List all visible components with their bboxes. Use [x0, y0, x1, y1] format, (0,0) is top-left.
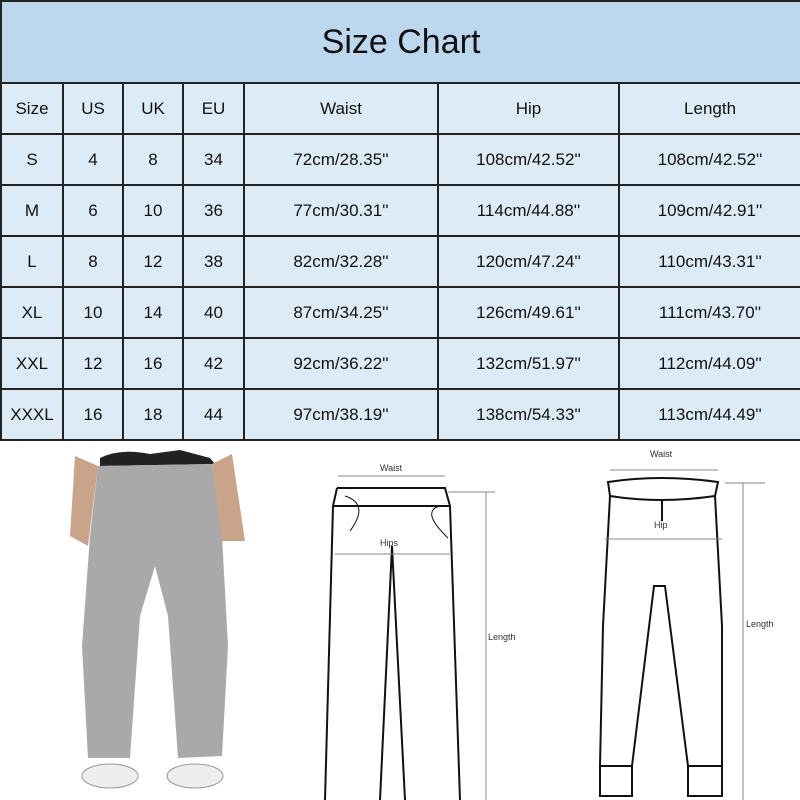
waist-label-1: Waist — [380, 463, 403, 473]
table-cell: 4 — [62, 133, 124, 186]
table-cell: 14 — [122, 286, 184, 339]
table-cell: 110cm/43.31'' — [617, 235, 800, 288]
table-cell: 109cm/42.91'' — [617, 184, 800, 237]
length-label-1: Length — [488, 632, 516, 642]
column-header-eu: EU — [182, 82, 245, 135]
table-cell: 18 — [122, 388, 184, 441]
length-label-2: Length — [746, 619, 774, 629]
table-cell: 108cm/42.52'' — [617, 133, 800, 186]
table-row: L 8 12 38 82cm/32.28'' 120cm/47.24'' 110cm/43.… — [0, 235, 800, 288]
table-row: XXL 12 16 42 92cm/36.22'' 132cm/51.97'' 112cm/… — [0, 337, 800, 390]
table-row: XXXL 16 18 44 97cm/38.19'' 138cm/54.33'' 113cm… — [0, 388, 800, 441]
table-cell: 16 — [62, 388, 124, 441]
table-cell: 113cm/44.49'' — [617, 388, 800, 441]
table-cell: 92cm/36.22'' — [243, 337, 439, 390]
table-cell: XXL — [0, 337, 64, 390]
joggers-diagram — [598, 469, 765, 800]
table-cell: 8 — [122, 133, 184, 186]
header-row: Size US UK EU Waist Hip Length — [0, 82, 800, 135]
column-header-uk: UK — [122, 82, 184, 135]
waist-label-2: Waist — [650, 449, 673, 459]
table-cell: 8 — [62, 235, 124, 288]
column-header-us: US — [62, 82, 124, 135]
chart-title: Size Chart — [0, 0, 800, 84]
jeans-diagram — [324, 475, 495, 800]
table-cell: 82cm/32.28'' — [243, 235, 439, 288]
model-photo — [60, 446, 245, 800]
table-cell: 108cm/42.52'' — [437, 133, 620, 186]
column-header-hip: Hip — [437, 82, 620, 135]
table-cell: 77cm/30.31'' — [243, 184, 439, 237]
table-cell: 87cm/34.25'' — [243, 286, 439, 339]
table-cell: XXXL — [0, 388, 64, 441]
table-row: S 4 8 34 72cm/28.35'' 108cm/42.52'' 108cm/42.5… — [0, 133, 800, 186]
hip-label-1: Hips — [380, 538, 399, 548]
table-cell: 16 — [122, 337, 184, 390]
table-cell: 111cm/43.70'' — [617, 286, 800, 339]
table-cell: L — [0, 235, 64, 288]
table-cell: 10 — [122, 184, 184, 237]
table-cell: 12 — [122, 235, 184, 288]
table-row: M 6 10 36 77cm/30.31'' 114cm/44.88'' 109cm/42.… — [0, 184, 800, 237]
column-header-length: Length — [617, 82, 800, 135]
table-cell: 112cm/44.09'' — [617, 337, 800, 390]
table-cell: 44 — [182, 388, 245, 441]
table-cell: 40 — [182, 286, 245, 339]
table-cell: 10 — [62, 286, 124, 339]
illustrations: Waist Hips Length Waist Hip Length — [60, 446, 774, 800]
table-cell: 36 — [182, 184, 245, 237]
table-cell: 132cm/51.97'' — [437, 337, 620, 390]
table-cell: 38 — [182, 235, 245, 288]
table-cell: 42 — [182, 337, 245, 390]
table-row: XL 10 14 40 87cm/34.25'' 126cm/49.61'' 111cm/4… — [0, 286, 800, 339]
table-cell: 138cm/54.33'' — [437, 388, 620, 441]
table-cell: S — [0, 133, 64, 186]
hip-label-2: Hip — [654, 520, 668, 530]
table-cell: 126cm/49.61'' — [437, 286, 620, 339]
table-cell: 97cm/38.19'' — [243, 388, 439, 441]
table-cell: M — [0, 184, 64, 237]
table-cell: 34 — [182, 133, 245, 186]
column-header-waist: Waist — [243, 82, 439, 135]
table-cell: 72cm/28.35'' — [243, 133, 439, 186]
table-cell: 12 — [62, 337, 124, 390]
table-cell: 120cm/47.24'' — [437, 235, 620, 288]
column-header-size: Size — [0, 82, 64, 135]
table-cell: 114cm/44.88'' — [437, 184, 620, 237]
table-cell: 6 — [62, 184, 124, 237]
table-cell: XL — [0, 286, 64, 339]
